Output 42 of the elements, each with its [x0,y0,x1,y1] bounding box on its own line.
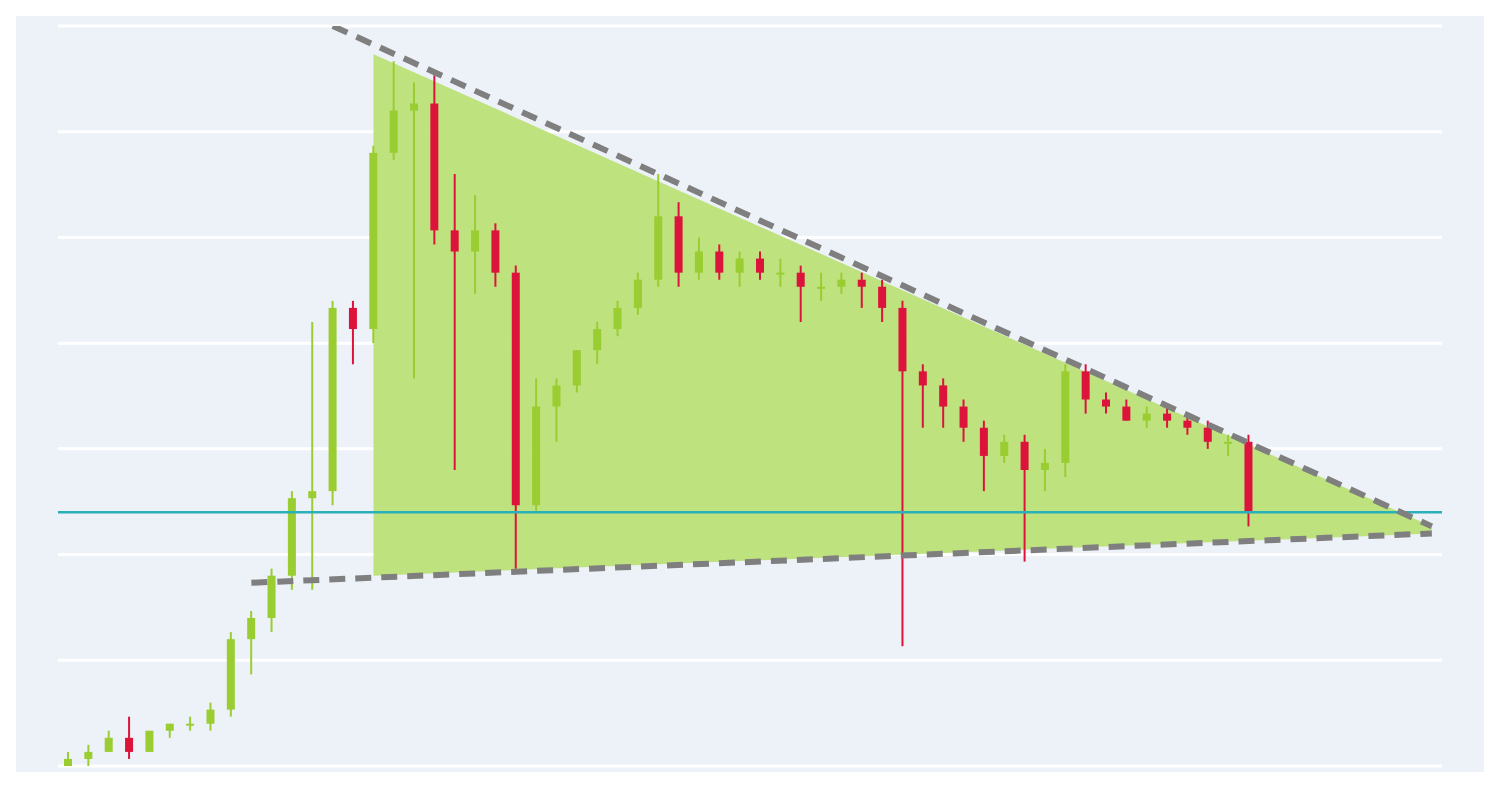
candlestick [756,250,764,281]
candlestick [837,271,846,295]
candlestick [857,271,866,309]
candlestick [572,349,581,394]
candlestick [84,743,93,766]
candlestick [776,257,785,288]
candlestick [715,243,724,281]
candlestick [348,299,357,366]
candlestick [552,377,561,443]
candlestick [410,81,418,380]
candlestick [939,377,948,429]
candlestick [450,173,459,471]
candlestick [1203,419,1212,450]
candlestick [471,194,480,295]
candlestick [308,321,317,591]
candlestick [1000,433,1009,464]
candlestick [735,250,744,288]
candlestick [959,398,968,443]
candlestick [206,701,215,732]
candlestick [1040,447,1049,493]
candlestick [1122,398,1131,422]
candlestick [817,271,826,302]
candlestick [918,363,927,429]
candlestick [247,609,256,676]
candlestick [1081,363,1090,415]
candlestick [796,264,805,323]
candlestick [389,60,398,161]
candlestick [1142,405,1151,429]
candlestick [1102,391,1110,415]
candlestick [633,271,642,316]
candlestick [1224,433,1233,457]
candlestick [1020,433,1029,563]
candlestick [979,419,988,493]
candlestick [694,236,703,281]
candlestick [104,729,113,753]
candlestick [267,567,276,634]
candlestick [491,222,500,288]
candlestick [125,715,134,760]
candlestick [593,321,602,366]
candlestick [1163,405,1172,429]
candlestick [613,299,622,338]
candlestick [878,278,887,323]
